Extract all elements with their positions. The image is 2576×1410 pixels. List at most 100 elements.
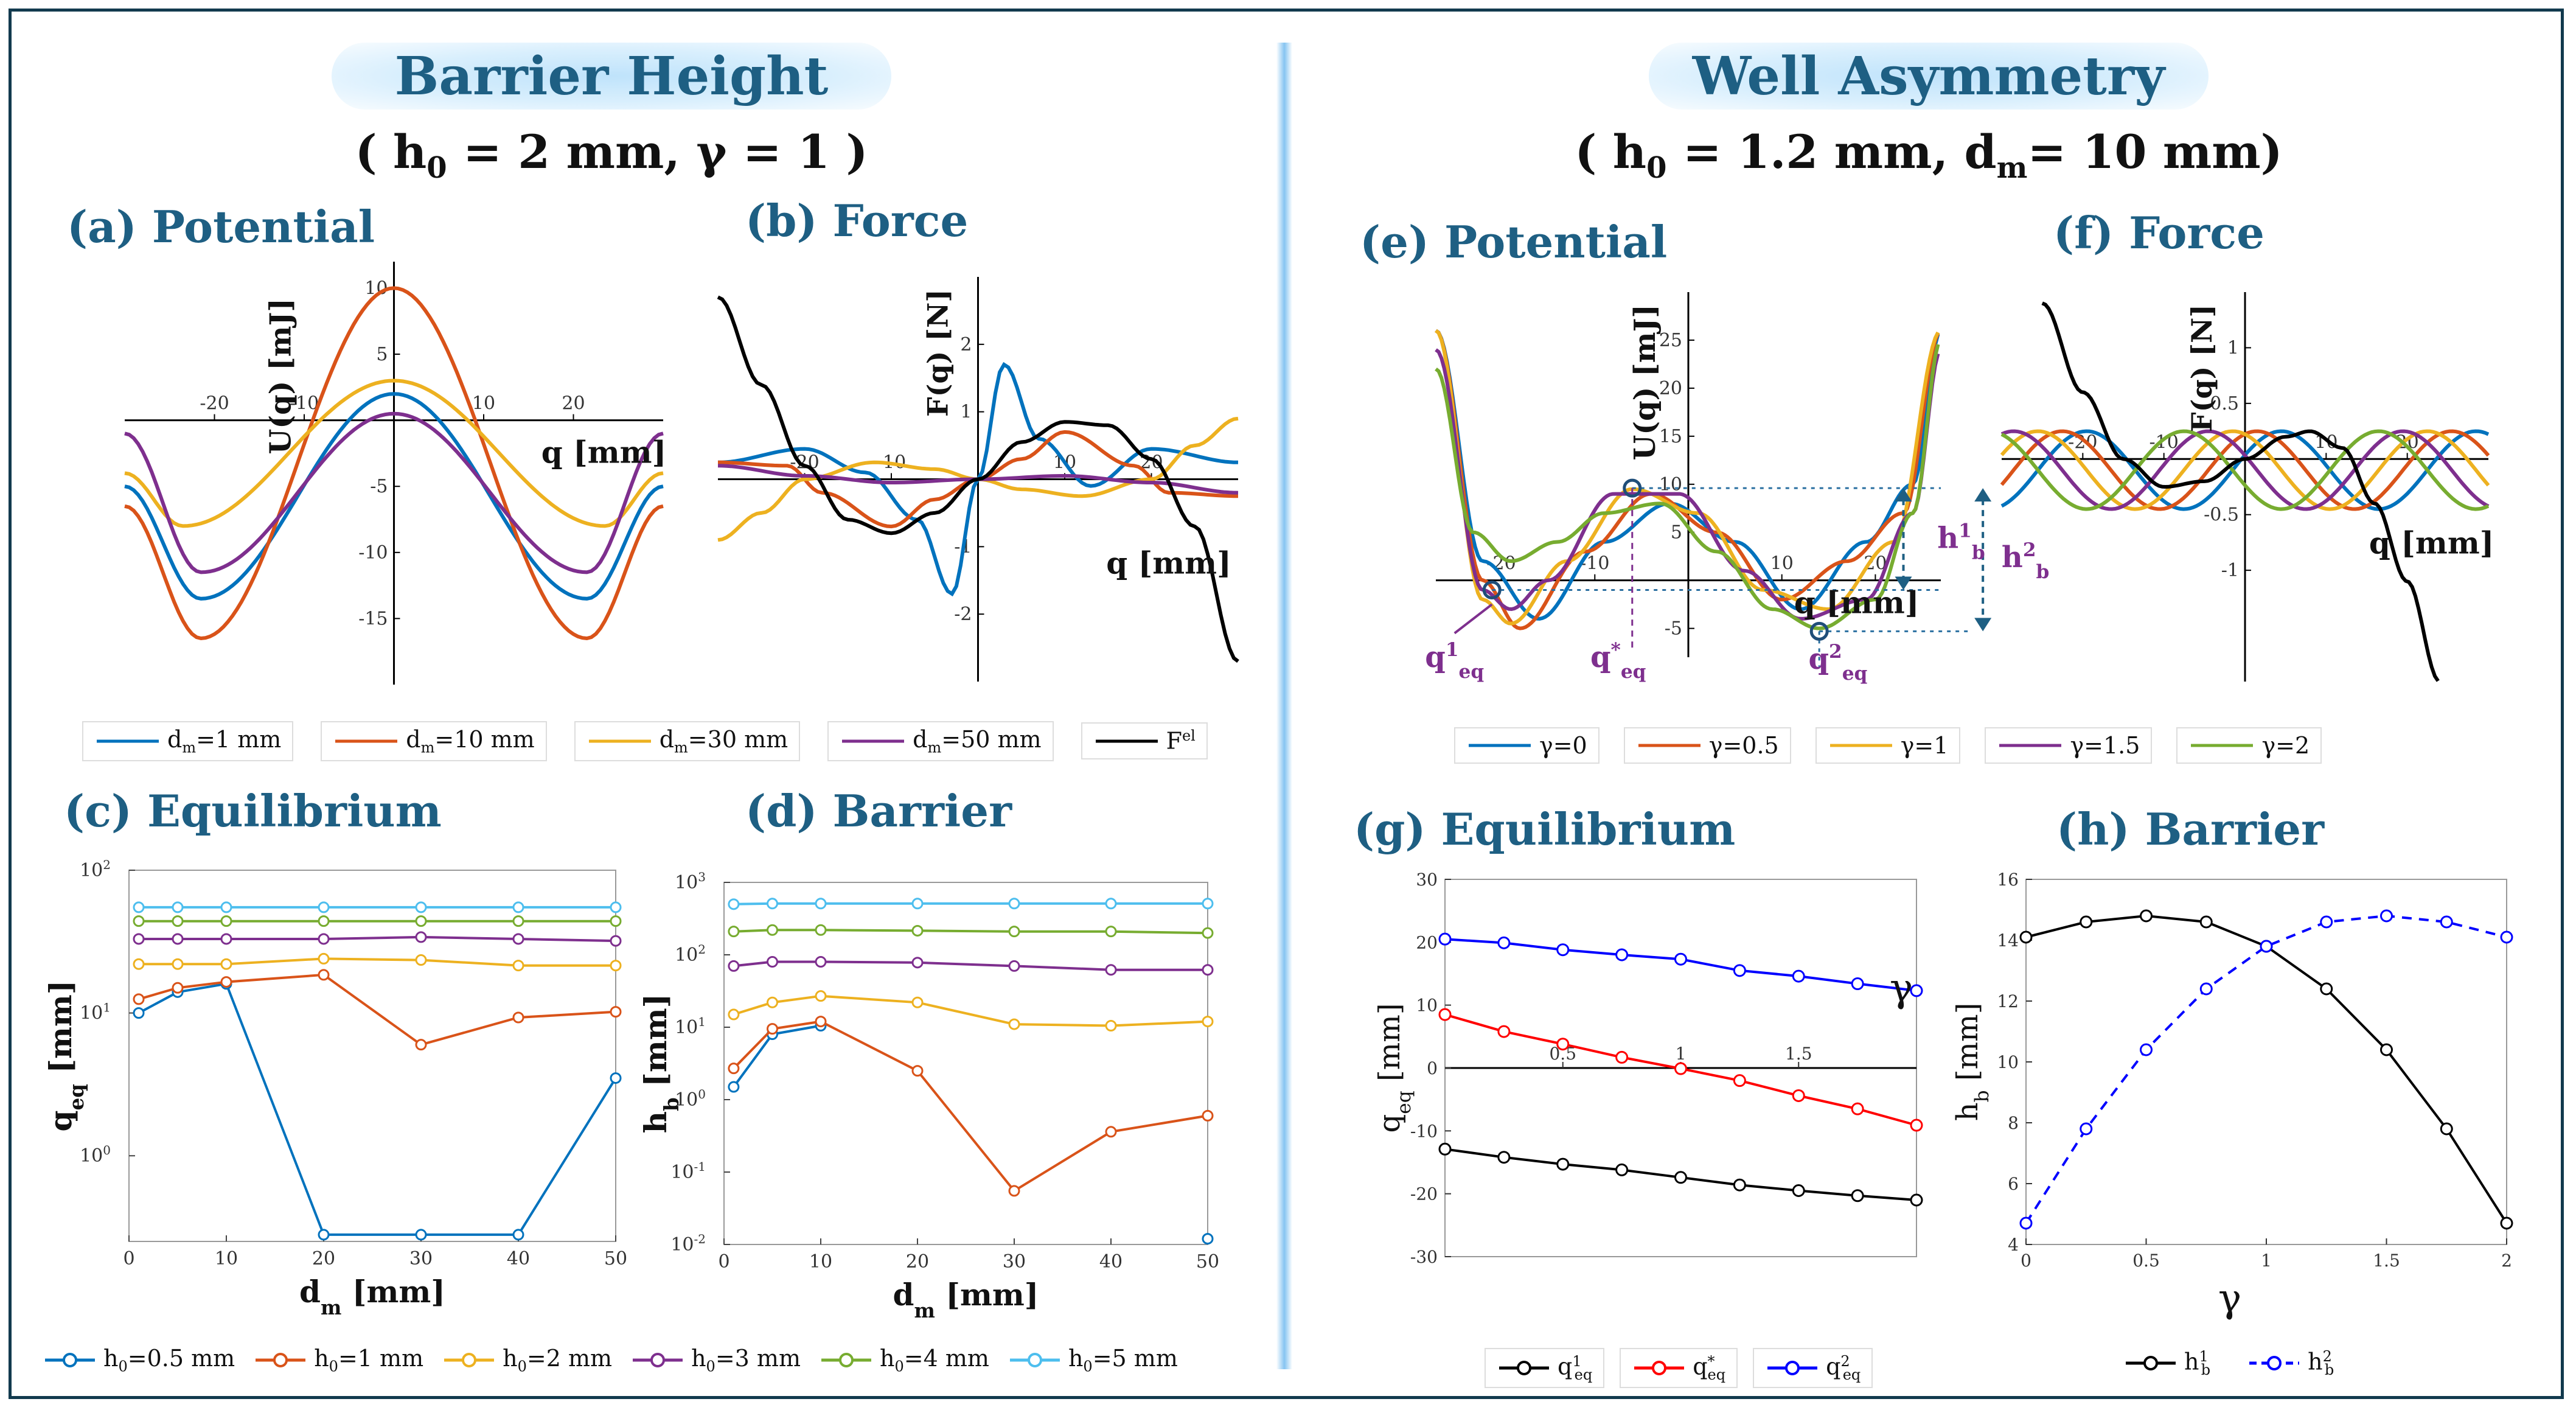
series-line-γ=2: [1435, 344, 1940, 630]
y-tick-label: -0.5: [2204, 504, 2239, 526]
right-section-title: Well Asymmetry: [1649, 43, 2209, 110]
axis-label: q [mm]: [1106, 545, 1231, 581]
plot-frame: [128, 870, 616, 1242]
series-line-γ=1.5: [1435, 348, 1940, 621]
y-tick-label: 14: [1997, 930, 2019, 951]
legend-swatch: [588, 739, 651, 743]
series-line-γ=0.5: [1435, 329, 1940, 630]
data-point: [512, 915, 524, 927]
data-point: [911, 1065, 924, 1077]
legend-item: γ=1.5: [1985, 727, 2153, 764]
legend-swatch: [1634, 1361, 1685, 1376]
data-point: [415, 954, 427, 966]
data-point: [2019, 930, 2033, 944]
data-point: [1910, 1119, 1923, 1132]
y-tick-label: 1: [960, 402, 972, 423]
legend-swatch: [2191, 744, 2254, 747]
legend-item: h0=4 mm: [819, 1345, 989, 1375]
legend-label: γ=0.5: [1708, 732, 1779, 759]
panel-title-g: (g) Equilibrium: [1354, 803, 1736, 855]
annotation-q2: q2eq: [1808, 641, 1867, 685]
y-tick-label: 25: [1659, 330, 1682, 351]
data-point: [815, 956, 827, 968]
y-tick-label: 10-2: [670, 1232, 706, 1255]
legend-item: h0=3 mm: [630, 1345, 801, 1375]
series-line-dm=10 mm: [124, 286, 664, 641]
y-axis-label: F(q) [N]: [922, 289, 955, 417]
data-point: [1008, 1018, 1020, 1030]
y-axis-label: U(q) [mJ]: [1628, 304, 1662, 460]
data-point: [1733, 1178, 1746, 1192]
y-tick-label: -1: [2221, 560, 2239, 581]
data-point: [1674, 952, 1687, 966]
panel-title-c: (c) Equilibrium: [64, 785, 442, 837]
annotation-q1: q1eq: [1425, 639, 1484, 683]
data-point: [767, 924, 778, 936]
x-tick-label: 1.5: [1785, 1044, 1812, 1064]
data-point: [1910, 1193, 1923, 1207]
legend-swatch: [842, 739, 905, 743]
annotation-h1: h1b: [1937, 520, 1985, 564]
data-point: [2440, 915, 2453, 929]
legend-item: h0=2 mm: [442, 1345, 612, 1375]
y-tick-label: -15: [358, 608, 388, 629]
series-line-h1b: [2025, 914, 2508, 1224]
data-point: [512, 1011, 524, 1024]
data-point: [815, 990, 827, 1002]
x-tick-label: 0.5: [2132, 1251, 2160, 1271]
plot-frame: [2025, 879, 2507, 1245]
legend-swatch: [97, 739, 159, 743]
data-point: [728, 960, 740, 972]
data-point: [1497, 1151, 1511, 1164]
y-tick-label: 10: [1997, 1052, 2019, 1072]
data-point: [133, 933, 145, 945]
data-point: [1615, 948, 1629, 962]
y-tick-label: 30: [1416, 870, 1438, 890]
data-point: [1556, 943, 1570, 957]
data-point: [415, 901, 427, 913]
data-point: [1202, 1016, 1214, 1028]
legend-item: q*eq: [1620, 1348, 1738, 1389]
legend-item: h0=0.5 mm: [43, 1345, 235, 1375]
arrow-q1: [1453, 603, 1493, 635]
data-point: [1202, 1233, 1214, 1245]
x-tick-label: 30: [1003, 1251, 1026, 1272]
data-point: [610, 935, 622, 947]
legend-item: h0=5 mm: [1008, 1345, 1178, 1375]
data-point: [318, 901, 330, 913]
data-point: [1615, 1050, 1629, 1064]
h2-arrow-head: [1974, 618, 1992, 632]
data-point: [911, 996, 924, 1008]
y-axis-label: F(q) [N]: [2185, 304, 2218, 432]
series-line-dm=50 mm: [124, 411, 664, 574]
data-point: [1497, 936, 1511, 949]
panel-title-b: (b) Force: [745, 195, 969, 246]
panel-title-f: (f) Force: [2053, 207, 2264, 259]
y-tick-label: 2: [960, 334, 972, 355]
x-tick-label: 0: [123, 1248, 134, 1269]
series-line-h0=2 mm: [733, 994, 1208, 1027]
data-point: [1105, 1126, 1117, 1138]
legend-swatch: [1095, 739, 1158, 743]
data-point: [1674, 1171, 1687, 1184]
series-line-h0=0.5 mm: [138, 982, 617, 1236]
series-line-h0=4 mm: [733, 929, 1208, 935]
eq-marker-qstar: [1623, 478, 1642, 498]
data-point: [2080, 1122, 2093, 1136]
x-tick-label: 20: [906, 1251, 929, 1272]
panel-title-e: (e) Potential: [1360, 216, 1668, 268]
axis-label: dm [mm]: [893, 1277, 1039, 1322]
legend-h0: h0=0.5 mm h0=1 mm h0=2 mm h0=3 mm h0=4 mm h0=…: [43, 1345, 1196, 1375]
data-point: [512, 933, 524, 945]
panel-c: 0 10 20 30 40 50 100 101 102: [80, 857, 627, 1269]
data-point: [2320, 982, 2333, 996]
data-point: [512, 960, 524, 972]
data-point: [1497, 1025, 1511, 1038]
data-point: [1105, 1019, 1117, 1031]
data-point: [133, 915, 145, 927]
x-tick-label: 20: [312, 1248, 335, 1269]
legend-label: h0=5 mm: [1068, 1345, 1178, 1375]
legend-item: h0=1 mm: [253, 1345, 423, 1375]
data-point: [815, 924, 827, 936]
